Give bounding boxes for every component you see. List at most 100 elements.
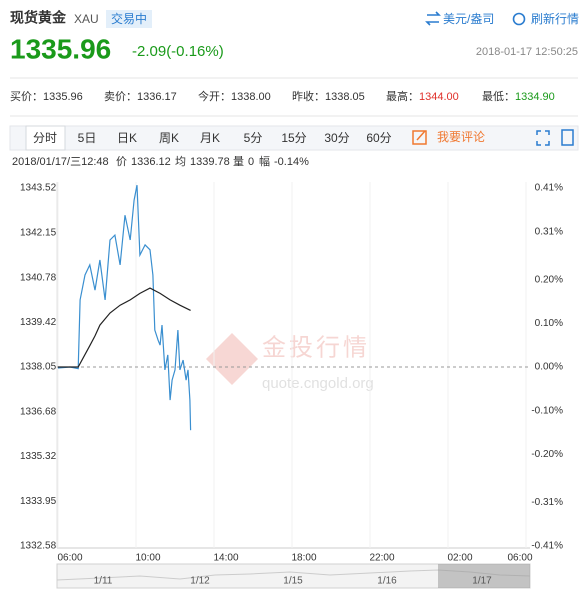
y-tick-label: 1335.32 <box>20 451 57 462</box>
instrument-name: 现货黄金 <box>10 10 67 26</box>
info-item: 价 1336.12 <box>116 155 171 168</box>
price-line <box>58 287 191 368</box>
price-change: -2.09(-0.16%) <box>132 43 224 60</box>
tab[interactable]: 分时 <box>33 131 57 145</box>
x-tick-label: 06:00 <box>57 553 82 564</box>
info-row: 2018/01/17/三12:48 价 1336.12 均 1339.78 量 0 幅 -0.1… <box>12 155 309 168</box>
instrument-code: XAU <box>74 12 99 26</box>
x-tick-label: 22:00 <box>369 553 394 564</box>
stat: 买价：1335.96 <box>10 90 83 103</box>
stat-label: 最低： <box>482 90 515 103</box>
stat: 今开：1338.00 <box>198 89 271 103</box>
y2-tick-label: 0.41% <box>535 183 563 194</box>
watermark-brand: 金投行情 <box>262 334 370 361</box>
y2-tick-label: 0.10% <box>535 318 563 329</box>
navigator-labels: 1/11 1/12 1/15 1/16 1/17 <box>94 576 493 587</box>
stat-label: 卖价： <box>104 90 137 103</box>
tab[interactable]: 60分 <box>366 131 391 145</box>
navigator-label: 1/16 <box>377 576 397 587</box>
comment-icon[interactable] <box>412 130 427 145</box>
tab-selected <box>25 125 66 151</box>
info-value: 1339.78 <box>190 156 230 168</box>
tab[interactable]: 5分 <box>244 131 263 145</box>
x-tick-label: 14:00 <box>213 553 238 564</box>
stats-row: 买价：1335.96 卖价：1336.17 今开：1338.00 昨收：1338.05… <box>10 89 555 103</box>
tab[interactable]: 15分 <box>281 131 306 145</box>
refresh-icon[interactable] <box>512 12 526 26</box>
y2-tick-label: 0.20% <box>535 274 563 285</box>
y2-tick-label: -0.31% <box>531 497 563 508</box>
fullscreen-icon[interactable] <box>536 130 550 146</box>
y-tick-label: 1338.05 <box>20 362 57 373</box>
info-value: 0 <box>248 156 254 168</box>
stat-label: 最高： <box>386 89 419 103</box>
y2-tick-label: -0.10% <box>531 405 563 416</box>
unit-switch[interactable]: 美元/盎司 <box>443 12 494 26</box>
info-date: 2018/01/17/三12:48 <box>12 156 109 168</box>
stat-label: 今开： <box>198 89 231 103</box>
info-label: 量 <box>233 155 244 168</box>
comment-icon-pen <box>416 130 426 141</box>
stat: 昨收：1338.05 <box>292 89 365 103</box>
stat-value: 1338.05 <box>325 91 365 103</box>
x-tick-label: 18:00 <box>291 553 316 564</box>
y2-tick-label: 0.00% <box>535 362 563 373</box>
y-tick-label: 1343.52 <box>20 183 57 194</box>
info-value: -0.14% <box>274 156 309 168</box>
y-tick-label: 1342.15 <box>20 227 57 238</box>
x-tick-label: 10:00 <box>135 553 160 564</box>
tabs: 分时 5日 日K 周K 月K 5分 15分 30分 60分 <box>33 131 392 145</box>
stat-value: 1335.96 <box>43 91 83 103</box>
info-item: 幅 -0.14% <box>259 155 309 168</box>
navigator-window[interactable] <box>438 564 530 588</box>
tab[interactable]: 日K <box>117 131 137 145</box>
stat-value: 1344.00 <box>419 91 459 103</box>
y2-tick-label: 0.31% <box>535 226 563 237</box>
plot: 06:00 10:00 14:00 18:00 22:00 02:00 06:00 1343.… <box>20 182 563 564</box>
info-item: 均 1339.78 <box>175 155 230 168</box>
stat-value: 1334.90 <box>515 91 555 103</box>
y2-tick-label: -0.20% <box>531 449 563 460</box>
status: 交易中 <box>111 11 147 26</box>
x-tick-label: 06:00 <box>507 553 532 564</box>
settings-icon[interactable] <box>561 129 574 146</box>
stat: 最低：1334.90 <box>482 90 555 103</box>
status-badge <box>106 10 152 28</box>
info-label: 幅 <box>259 155 270 168</box>
navigator-label: 1/15 <box>283 576 303 587</box>
watermark-logo <box>206 333 258 385</box>
navigator-label: 1/17 <box>472 576 492 587</box>
y-tick-label: 1333.95 <box>20 496 57 507</box>
stat-value: 1338.00 <box>231 91 271 103</box>
stat: 卖价：1336.17 <box>104 90 177 103</box>
tab[interactable]: 5日 <box>78 131 97 145</box>
watermark-url: quote.cngold.org <box>262 375 374 392</box>
comment-button[interactable]: 我要评论 <box>437 130 485 144</box>
tab[interactable]: 月K <box>200 131 220 145</box>
info-label: 均 <box>175 155 186 168</box>
y-tick-label: 1332.58 <box>20 541 57 552</box>
refresh-button[interactable]: 刷新行情 <box>531 11 579 26</box>
y-tick-label: 1336.68 <box>20 406 57 417</box>
x-tick-label: 02:00 <box>447 553 472 564</box>
y-tick-label: 1339.42 <box>20 317 57 328</box>
tab-bar <box>9 125 579 151</box>
stat-label: 昨收： <box>292 89 325 103</box>
y2-tick-label: -0.41% <box>531 541 563 552</box>
navigator-label: 1/11 <box>94 576 113 587</box>
navigator-label: 1/12 <box>190 576 210 587</box>
info-label: 价 <box>116 155 127 168</box>
swap-icon[interactable] <box>425 11 441 26</box>
stat-label: 买价： <box>10 90 43 103</box>
tab[interactable]: 30分 <box>324 131 349 145</box>
stat-value: 1336.17 <box>137 91 177 103</box>
y-tick-label: 1340.78 <box>20 272 57 283</box>
quote-time: 2018-01-17 12:50:25 <box>476 46 578 58</box>
stat: 最高：1344.00 <box>386 89 459 103</box>
watermark: 金投行情 quote.cngold.org <box>206 333 374 392</box>
info-value: 1336.12 <box>131 156 171 168</box>
tab[interactable]: 周K <box>159 131 179 145</box>
